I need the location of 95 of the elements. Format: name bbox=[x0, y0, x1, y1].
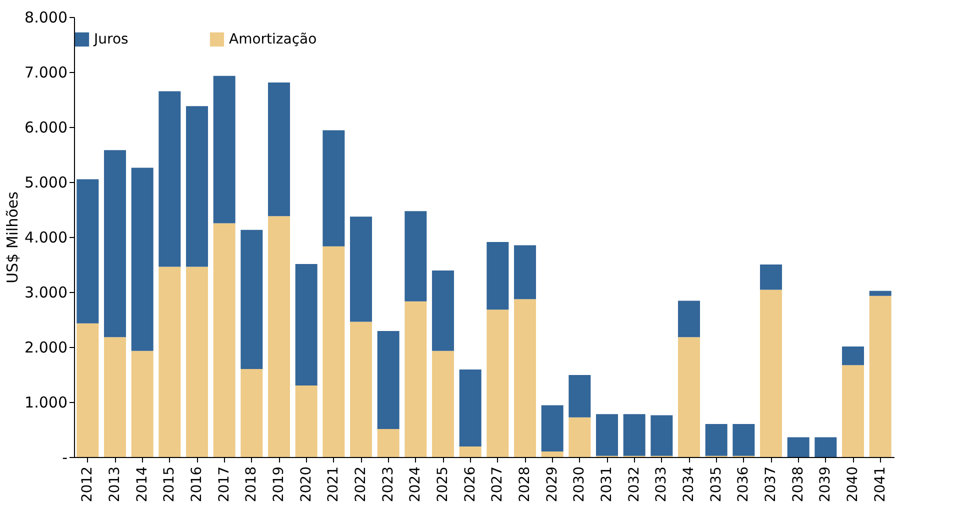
x-tick-label: 2017 bbox=[216, 466, 232, 502]
bar bbox=[268, 82, 290, 216]
bar bbox=[76, 323, 99, 457]
y-tick-label: - bbox=[62, 448, 68, 466]
bar bbox=[787, 437, 810, 457]
x-tick-label: 2035 bbox=[708, 466, 724, 502]
bar bbox=[869, 296, 892, 457]
bar bbox=[377, 331, 400, 429]
bar bbox=[322, 130, 345, 246]
bar bbox=[295, 386, 318, 457]
bar bbox=[76, 179, 99, 324]
x-tick-label: 2014 bbox=[134, 466, 150, 502]
bar bbox=[404, 211, 427, 302]
bar bbox=[104, 150, 126, 338]
x-tick-label: 2038 bbox=[790, 466, 806, 502]
bar bbox=[131, 350, 154, 457]
bar bbox=[104, 337, 126, 457]
bar bbox=[732, 424, 755, 456]
x-tick-label: 2031 bbox=[599, 466, 615, 502]
x-tick-label: 2029 bbox=[544, 466, 560, 502]
bar bbox=[596, 414, 618, 456]
x-tick-label: 2019 bbox=[271, 466, 287, 502]
bar bbox=[432, 350, 454, 457]
y-axis-title: US$ Milhões bbox=[4, 191, 22, 284]
x-tick-label: 2023 bbox=[380, 466, 396, 502]
x-tick-label: 2039 bbox=[818, 466, 834, 502]
x-tick-label: 2033 bbox=[654, 466, 670, 502]
bar bbox=[240, 230, 263, 369]
y-tick-label: 7.000 bbox=[24, 64, 68, 82]
y-tick-label: 6.000 bbox=[24, 118, 68, 136]
bar bbox=[432, 270, 454, 351]
bar bbox=[869, 290, 892, 296]
bar bbox=[514, 299, 536, 457]
bar bbox=[158, 91, 181, 267]
x-tick-label: 2028 bbox=[517, 466, 533, 502]
x-tick-label: 2030 bbox=[572, 466, 588, 502]
legend-label: Amortização bbox=[229, 31, 317, 48]
x-tick-label: 2037 bbox=[763, 466, 779, 502]
bar bbox=[650, 415, 673, 456]
x-tick-label: 2034 bbox=[681, 466, 697, 502]
bar bbox=[814, 437, 837, 457]
bar bbox=[705, 424, 728, 456]
bar bbox=[295, 264, 318, 386]
x-tick-label: 2012 bbox=[80, 466, 96, 502]
legend-label: Juros bbox=[93, 31, 128, 48]
bar bbox=[678, 300, 700, 338]
x-tick-label: 2022 bbox=[353, 466, 369, 502]
x-tick-label: 2040 bbox=[845, 466, 861, 502]
bar bbox=[268, 216, 290, 457]
x-tick-label: 2016 bbox=[189, 466, 205, 502]
x-tick-label: 2027 bbox=[490, 466, 506, 502]
bar bbox=[541, 405, 564, 452]
x-tick-label: 2041 bbox=[872, 466, 888, 502]
bar bbox=[350, 216, 372, 322]
bar bbox=[322, 246, 345, 457]
y-tick-label: 3.000 bbox=[24, 284, 68, 302]
bar bbox=[404, 301, 427, 457]
bar bbox=[350, 322, 372, 457]
bar bbox=[760, 290, 782, 457]
bar bbox=[459, 370, 482, 447]
bar bbox=[131, 168, 154, 351]
bar bbox=[459, 446, 482, 457]
bar bbox=[568, 417, 591, 457]
bar bbox=[842, 346, 864, 366]
bar bbox=[842, 365, 864, 457]
x-tick-label: 2020 bbox=[298, 466, 314, 502]
y-tick-label: 4.000 bbox=[24, 228, 68, 246]
bar bbox=[568, 375, 591, 418]
bar bbox=[760, 264, 782, 290]
bar bbox=[240, 369, 263, 457]
bar bbox=[186, 106, 208, 267]
y-tick-label: 2.000 bbox=[24, 338, 68, 356]
y-tick-label: 8.000 bbox=[24, 8, 68, 26]
bar bbox=[514, 245, 536, 300]
bar bbox=[623, 414, 646, 456]
bar bbox=[186, 266, 208, 457]
y-tick-label: 1.000 bbox=[24, 394, 68, 412]
x-tick-label: 2036 bbox=[736, 466, 752, 502]
x-tick-label: 2024 bbox=[408, 466, 424, 502]
x-tick-label: 2018 bbox=[244, 466, 260, 502]
bar bbox=[377, 428, 400, 457]
bar bbox=[486, 310, 509, 457]
y-tick-label: 5.000 bbox=[24, 174, 68, 192]
bar bbox=[213, 223, 236, 457]
bar bbox=[158, 266, 181, 457]
bar bbox=[213, 76, 236, 224]
bar bbox=[541, 452, 564, 457]
x-tick-label: 2015 bbox=[162, 466, 178, 502]
bar bbox=[678, 337, 700, 457]
bar bbox=[486, 242, 509, 310]
x-tick-label: 2021 bbox=[326, 466, 342, 502]
x-tick-label: 2025 bbox=[435, 466, 451, 502]
x-tick-label: 2032 bbox=[626, 466, 642, 502]
x-tick-label: 2013 bbox=[107, 466, 123, 502]
x-tick-label: 2026 bbox=[462, 466, 478, 502]
